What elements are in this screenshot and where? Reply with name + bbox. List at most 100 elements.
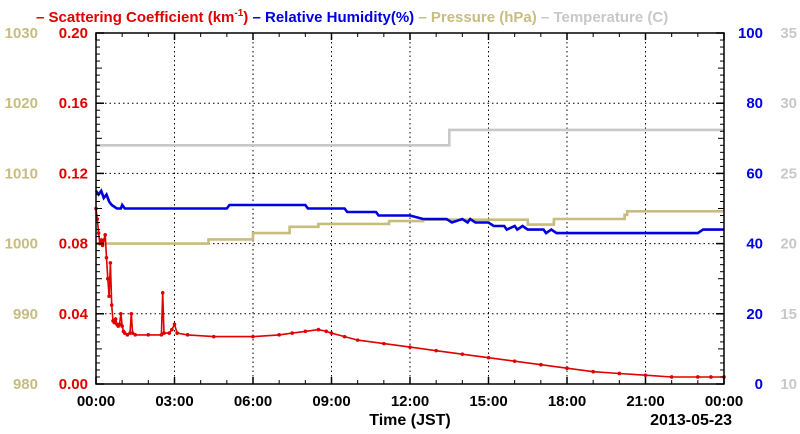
legend-label-0: Scattering Coefficient (km xyxy=(49,9,235,26)
pressure-tick-label-0: 980 xyxy=(13,376,38,393)
temperature-tick-label-3: 25 xyxy=(780,165,797,182)
humidity-tick-label-5: 100 xyxy=(738,25,763,42)
pressure-tick-label-4: 1020 xyxy=(5,95,38,112)
temperature-tick-label-5: 35 xyxy=(780,25,797,42)
scattering-point-7 xyxy=(103,233,107,237)
scattering-point-32 xyxy=(167,331,172,335)
temperature-tick-label-1: 15 xyxy=(780,306,797,323)
legend-superscript-0: -1 xyxy=(234,8,243,19)
scattering-point-20 xyxy=(120,324,124,328)
scattering-point-9 xyxy=(105,276,110,281)
x-tick-label-1: 03:00 xyxy=(155,393,193,410)
scattering-point-14 xyxy=(112,320,117,325)
scattering-point-25 xyxy=(129,312,134,316)
scattering-point-22 xyxy=(122,331,127,335)
legend-suffix-0: ) xyxy=(243,9,248,26)
scattering-point-52 xyxy=(512,359,517,363)
legend-prefix-1: – xyxy=(248,9,265,26)
scattering-point-8 xyxy=(104,255,109,260)
scattering-point-45 xyxy=(342,334,347,339)
x-tick-label-5: 15:00 xyxy=(469,393,507,410)
humidity-tick-label-2: 40 xyxy=(746,236,763,253)
scattering-point-60 xyxy=(709,375,713,379)
temperature-tick-label-0: 10 xyxy=(780,376,797,393)
temperature-tick-label-2: 20 xyxy=(780,236,797,253)
date-label: 2013-05-23 xyxy=(650,412,732,429)
scattering-point-35 xyxy=(175,331,179,335)
scattering-point-33 xyxy=(170,327,174,332)
series-line-scattering xyxy=(95,208,724,378)
scattering-point-6 xyxy=(102,238,106,242)
x-tick-label-0: 00:00 xyxy=(77,393,115,410)
series-line-temperature xyxy=(96,128,724,147)
scattering-point-24 xyxy=(128,331,132,335)
scattering-tick-label-4: 0.16 xyxy=(59,95,88,112)
legend-prefix-2: – xyxy=(414,9,431,26)
scattering-point-55 xyxy=(591,369,595,374)
chart-legend: – Scattering Coefficient (km-1) – Relati… xyxy=(36,8,668,26)
x-axis-title: Time (JST) xyxy=(369,412,451,429)
scattering-point-10 xyxy=(107,294,111,299)
scattering-point-26 xyxy=(130,331,135,335)
scattering-point-46 xyxy=(355,338,360,342)
scattering-point-34 xyxy=(172,322,177,327)
scattering-point-38 xyxy=(251,334,255,339)
temperature-tick-label-4: 30 xyxy=(780,95,797,112)
scattering-point-4 xyxy=(99,238,104,242)
x-tick-label-8: 00:00 xyxy=(705,393,743,410)
scattering-point-28 xyxy=(146,333,151,337)
scattering-point-19 xyxy=(119,312,123,316)
scattering-point-15 xyxy=(113,317,118,321)
scattering-point-27 xyxy=(133,333,138,337)
humidity-tick-label-0: 0 xyxy=(755,376,763,393)
scattering-point-47 xyxy=(382,341,386,346)
x-tick-label-4: 12:00 xyxy=(391,393,429,410)
tick-marks xyxy=(95,32,725,385)
scattering-point-40 xyxy=(290,331,295,335)
scattering-point-53 xyxy=(539,362,543,367)
scattering-point-41 xyxy=(303,329,308,334)
scattering-tick-label-3: 0.12 xyxy=(59,165,88,182)
x-tick-label-2: 06:00 xyxy=(234,393,272,410)
scattering-tick-label-5: 0.20 xyxy=(59,25,88,42)
series-line-humidity xyxy=(94,188,724,235)
humidity-tick-label-1: 20 xyxy=(746,306,763,323)
legend-prefix-3: – xyxy=(537,9,554,26)
pressure-tick-label-5: 1030 xyxy=(5,25,38,42)
x-tick-label-6: 18:00 xyxy=(548,393,586,410)
scattering-point-49 xyxy=(434,348,438,353)
scattering-point-42 xyxy=(316,327,321,332)
pressure-tick-label-3: 1010 xyxy=(5,165,38,182)
x-tick-label-7: 21:00 xyxy=(626,393,664,410)
humidity-tick-label-3: 60 xyxy=(746,165,763,182)
scattering-point-59 xyxy=(696,375,700,379)
legend-prefix-0: – xyxy=(36,9,49,26)
scattering-tick-label-2: 0.08 xyxy=(59,236,88,253)
scattering-point-23 xyxy=(125,333,130,337)
x-tick-label-3: 09:00 xyxy=(312,393,350,410)
scattering-point-39 xyxy=(277,333,281,337)
scattering-point-54 xyxy=(565,366,569,371)
scattering-point-48 xyxy=(408,345,412,349)
tick-labels: 00:00 03:00 06:00 09:00 12:00 15:00 18:00 21:00… xyxy=(5,25,797,410)
scattering-point-12 xyxy=(109,303,114,307)
scattering-point-36 xyxy=(185,333,190,337)
scattering-point-2 xyxy=(96,231,101,235)
scattering-point-50 xyxy=(460,352,465,356)
scattering-point-58 xyxy=(669,375,674,379)
scattering-tick-label-1: 0.04 xyxy=(59,306,89,323)
scattering-point-56 xyxy=(617,371,622,376)
scattering-point-11 xyxy=(108,261,113,265)
scattering-point-43 xyxy=(324,329,329,334)
humidity-tick-label-4: 80 xyxy=(746,95,763,112)
legend-label-1: Relative Humidity(%) xyxy=(265,9,414,26)
scattering-point-30 xyxy=(160,290,165,295)
scattering-point-5 xyxy=(100,243,105,248)
scattering-point-37 xyxy=(211,334,216,339)
scattering-point-31 xyxy=(162,331,166,335)
scattering-point-18 xyxy=(117,322,122,327)
legend-label-2: Pressure (hPa) xyxy=(431,9,537,26)
scattering-tick-label-0: 0.00 xyxy=(59,376,88,393)
series-layer xyxy=(94,128,726,379)
